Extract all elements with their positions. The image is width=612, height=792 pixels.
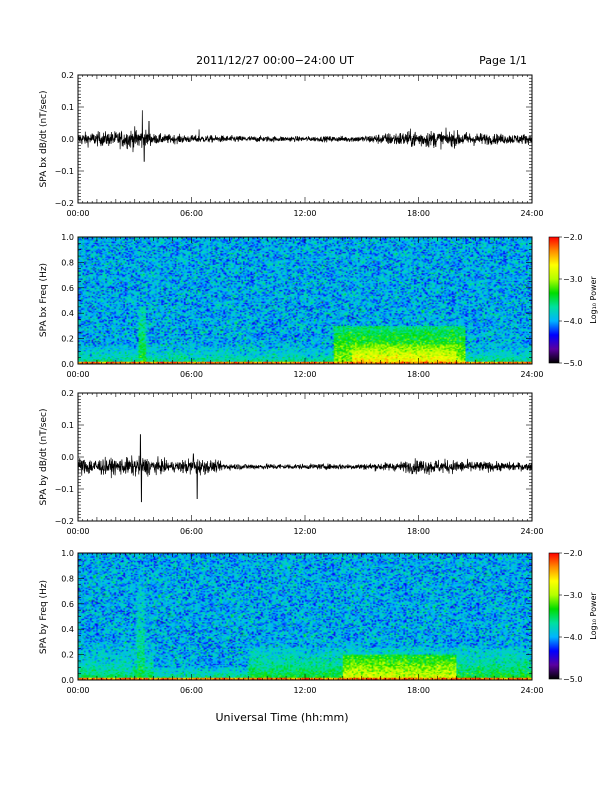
y-tick-label: −0.1 [55, 485, 74, 494]
panel-bx-dbdt: 00:00 06:00 12:00 18:00 24:00 0.2 0.1 0.0 −0.1 −0… [39, 71, 544, 218]
bx-spectrogram-ylabel: SPA bx Freq (Hz) [39, 263, 49, 337]
dbdt-line [77, 110, 533, 162]
x-tick-label: 00:00 [66, 209, 89, 218]
by-dbdt-frame [77, 392, 533, 522]
y-tick-label: 0.2 [61, 335, 74, 344]
x-tick-label: 12:00 [293, 686, 316, 695]
colorbar-scale [548, 236, 560, 364]
y-tick-label: 0.8 [61, 258, 74, 267]
x-tick-label: 24:00 [520, 370, 543, 379]
y-tick-label: −0.1 [55, 167, 74, 176]
bx-spectrogram-ticks: 00:00 06:00 12:00 18:00 24:00 1.0 0.8 0.6 0.4 0.2… [61, 233, 543, 379]
panel-by-spectrogram: 00:00 06:00 12:00 18:00 24:00 1.0 0.8 0.6 0.4 0.2… [39, 549, 598, 695]
colorbar-tick-label: −3.0 [563, 591, 582, 600]
x-tick-label: 24:00 [520, 209, 543, 218]
by-colorbar: −2.0 −3.0 −4.0 −5.0 Log₁₀ Power [548, 549, 598, 684]
by-dbdt-ylabel: SPA by dB/dt (nT/sec) [39, 409, 49, 506]
y-tick-label: 0.8 [61, 574, 74, 583]
x-tick-label: 00:00 [66, 686, 89, 695]
x-tick-label: 18:00 [407, 686, 430, 695]
y-tick-label: 0.1 [61, 103, 74, 112]
y-tick-label: 0.0 [61, 676, 74, 685]
y-tick-label: 0.4 [61, 625, 74, 634]
colorbar-tick-label: −2.0 [563, 233, 582, 242]
colorbar-scale [548, 552, 560, 680]
x-tick-label: 06:00 [180, 527, 203, 536]
bx-spectrogram-image [78, 237, 532, 364]
panel-by-dbdt: 00:00 06:00 12:00 18:00 24:00 0.2 0.1 0.0 −0.1 −0… [39, 389, 544, 536]
x-tick-label: 18:00 [407, 527, 430, 536]
x-axis-label: Universal Time (hh:mm) [216, 711, 349, 724]
bx-dbdt-trace [77, 110, 533, 162]
y-tick-label: 0.6 [61, 284, 74, 293]
x-tick-label: 24:00 [520, 527, 543, 536]
panel-bx-spectrogram: 00:00 06:00 12:00 18:00 24:00 1.0 0.8 0.6 0.4 0.2… [39, 233, 598, 379]
by-spectrogram-ylabel: SPA by Freq (Hz) [39, 580, 49, 654]
bx-colorbar: −2.0 −3.0 −4.0 −5.0 Log₁₀ Power [548, 233, 598, 368]
x-tick-label: 24:00 [520, 686, 543, 695]
y-tick-label: 0.0 [61, 453, 74, 462]
colorbar-label: Log₁₀ Power [589, 592, 598, 640]
y-tick-label: 1.0 [61, 233, 74, 242]
x-tick-label: 12:00 [293, 527, 316, 536]
y-tick-label: 0.6 [61, 600, 74, 609]
x-tick-label: 18:00 [407, 209, 430, 218]
by-spectrogram-ticks: 00:00 06:00 12:00 18:00 24:00 1.0 0.8 0.6 0.4 0.2… [61, 549, 543, 695]
by-spectrogram-image [78, 553, 532, 680]
colorbar-tick-label: −4.0 [563, 633, 582, 642]
x-tick-label: 00:00 [66, 370, 89, 379]
y-tick-label: 0.0 [61, 360, 74, 369]
x-tick-label: 12:00 [293, 370, 316, 379]
dbdt-line [77, 434, 533, 503]
y-tick-label: 1.0 [61, 549, 74, 558]
x-tick-label: 06:00 [180, 686, 203, 695]
y-tick-label: 0.1 [61, 421, 74, 430]
y-tick-label: 0.2 [61, 389, 74, 398]
x-tick-label: 06:00 [180, 209, 203, 218]
x-tick-label: 06:00 [180, 370, 203, 379]
colorbar-tick-label: −2.0 [563, 549, 582, 558]
y-tick-label: 0.2 [61, 71, 74, 80]
colorbar-tick-label: −5.0 [563, 675, 582, 684]
colorbar-label: Log₁₀ Power [589, 276, 598, 324]
by-dbdt-trace [77, 434, 533, 503]
x-tick-label: 00:00 [66, 527, 89, 536]
bx-dbdt-ylabel: SPA bx dB/dt (nT/sec) [39, 91, 49, 188]
x-tick-label: 18:00 [407, 370, 430, 379]
colorbar-tick-label: −3.0 [563, 275, 582, 284]
page-title: 2011/12/27 00:00−24:00 UT [196, 54, 354, 67]
y-tick-label: 0.4 [61, 309, 74, 318]
colorbar-tick-label: −4.0 [563, 317, 582, 326]
bx-dbdt-ticks: 00:00 06:00 12:00 18:00 24:00 0.2 0.1 0.0 −0.1 −0… [55, 71, 544, 218]
y-tick-label: 0.2 [61, 651, 74, 660]
by-dbdt-ticks: 00:00 06:00 12:00 18:00 24:00 0.2 0.1 0.0 −0.1 −0… [55, 389, 544, 536]
y-tick-label: 0.0 [61, 135, 74, 144]
x-tick-label: 12:00 [293, 209, 316, 218]
y-tick-label: −0.2 [55, 199, 74, 208]
y-tick-label: −0.2 [55, 517, 74, 526]
page-number: Page 1/1 [479, 54, 527, 67]
colorbar-tick-label: −5.0 [563, 359, 582, 368]
